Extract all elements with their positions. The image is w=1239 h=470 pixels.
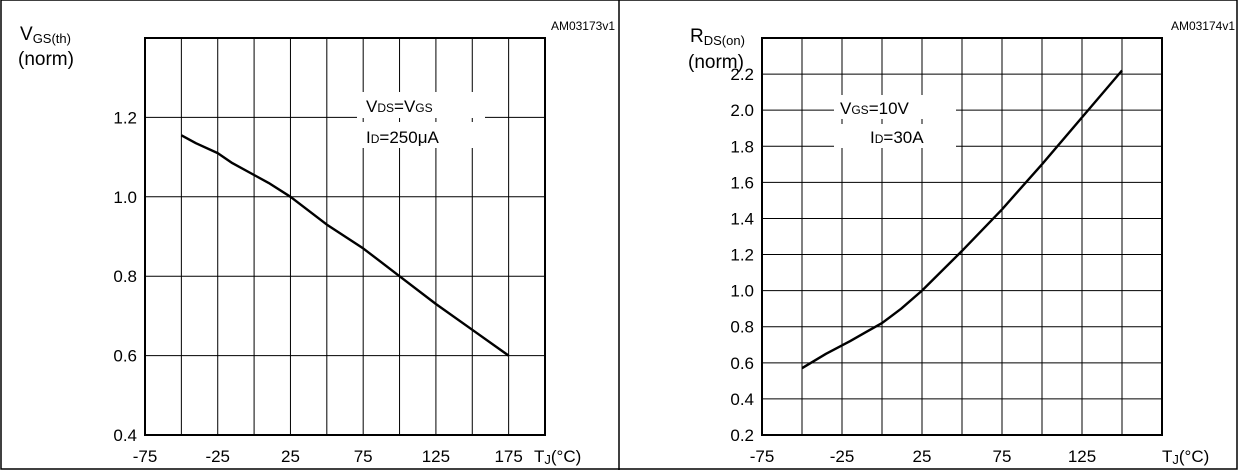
y-tick-label: 1.8 <box>730 137 754 156</box>
x-axis-title-main: T <box>1162 447 1172 466</box>
x-axis-title: TJ(°C) <box>534 447 581 467</box>
y-axis-title-sub: DS(on) <box>704 33 745 48</box>
figure-id-label: AM03174v1 <box>1171 19 1235 33</box>
conditions-annotation: VDS=VGS ID=250μA <box>357 92 485 148</box>
y-tick-label: 1.2 <box>730 246 754 265</box>
y-tick-label: 1.4 <box>730 209 754 228</box>
x-tick-label: 125 <box>1068 447 1096 466</box>
x-tick-label: 75 <box>354 447 373 466</box>
x-tick-label: 25 <box>913 447 932 466</box>
y-tick-label: 2.2 <box>730 65 754 84</box>
x-axis-title-unit: (°C) <box>551 447 581 466</box>
conditions-annotation: VGS=10V ID=30A <box>834 95 956 148</box>
y-axis-title-main: V <box>20 24 33 45</box>
y-tick-label: 0.6 <box>730 354 754 373</box>
y-axis-unit: (norm) <box>688 52 744 73</box>
x-tick-label: 175 <box>494 447 522 466</box>
annotation-line-1: VDS=VGS <box>366 97 433 116</box>
x-tick-label: 125 <box>422 447 450 466</box>
y-tick-label: 2.0 <box>730 101 754 120</box>
x-axis-title-main: T <box>534 447 544 466</box>
svg-text:TJ(°C): TJ(°C) <box>534 447 581 467</box>
svg-text:VGS(th): VGS(th) <box>20 24 71 46</box>
annotation-line-2: ID=30A <box>870 128 924 147</box>
y-tick-label: 1.0 <box>113 188 137 207</box>
x-axis-title: TJ(°C) <box>1162 447 1209 467</box>
figure-id-label: AM03173v1 <box>551 19 615 33</box>
x-tick-label: 25 <box>281 447 300 466</box>
series-line <box>801 69 1123 370</box>
chart-rds-on: AM03174v1 RDS(on) (norm) 0.2 0.4 0.6 0.8 1.0… <box>688 19 1235 467</box>
y-tick-label: 0.8 <box>730 318 754 337</box>
x-tick-label: 75 <box>993 447 1012 466</box>
y-axis-title: VGS(th) (norm) <box>18 24 74 70</box>
y-axis-title-main: R <box>690 26 704 47</box>
y-tick-label: 1.6 <box>730 173 754 192</box>
svg-text:RDS(on): RDS(on) <box>690 26 745 48</box>
x-tick-label: -75 <box>133 447 158 466</box>
y-axis-title: RDS(on) (norm) <box>688 26 745 73</box>
x-axis-title-unit: (°C) <box>1179 447 1209 466</box>
y-axis-unit: (norm) <box>18 49 74 70</box>
x-tick-label: -25 <box>830 447 855 466</box>
x-axis-title-sub: J <box>1172 452 1179 467</box>
y-tick-label: 1.0 <box>730 282 754 301</box>
y-axis-title-sub: GS(th) <box>33 31 71 46</box>
series-line <box>180 134 510 357</box>
plot-area-border <box>761 37 1163 436</box>
x-axis-title-sub: J <box>544 452 551 467</box>
y-tick-label: 1.2 <box>113 108 137 127</box>
x-tick-label: -75 <box>750 447 775 466</box>
y-tick-label: 0.6 <box>113 347 137 366</box>
svg-text:TJ(°C): TJ(°C) <box>1162 447 1209 467</box>
y-tick-label: 0.2 <box>730 426 754 445</box>
plot-area-border <box>144 37 546 436</box>
x-tick-label: -25 <box>205 447 230 466</box>
annotation-line-1: VGS=10V <box>840 99 910 118</box>
annotation-line-2: ID=250μA <box>366 128 439 147</box>
y-tick-label: 0.4 <box>113 426 137 445</box>
y-tick-label: 0.8 <box>113 267 137 286</box>
chart-vgs-threshold: AM03173v1 VGS(th) (norm) 0.4 0.6 0.8 1.0 1.2… <box>18 19 615 467</box>
y-tick-label: 0.4 <box>730 390 754 409</box>
